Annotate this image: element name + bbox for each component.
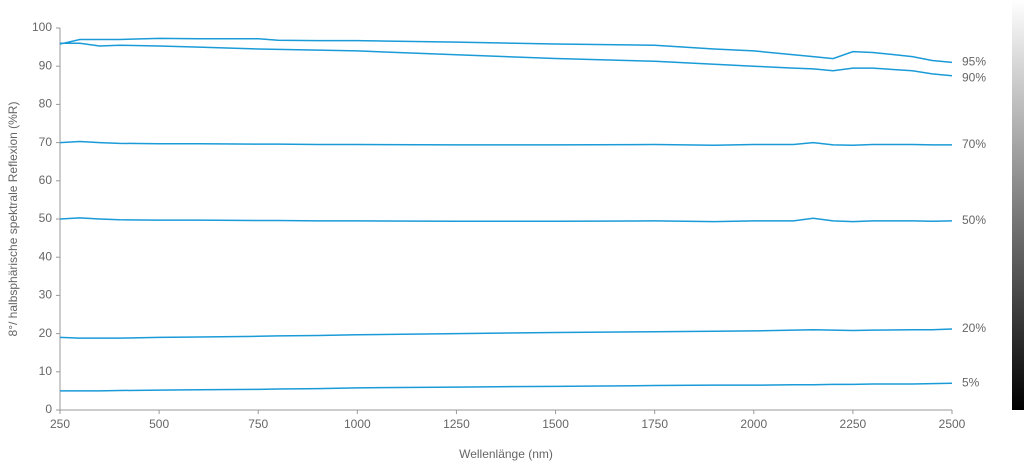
- x-tick-label: 2500: [939, 417, 966, 431]
- x-tick-label: 500: [149, 417, 169, 431]
- y-tick-label: 30: [39, 288, 53, 302]
- y-tick-label: 70: [39, 135, 53, 149]
- series-label: 90%: [962, 71, 986, 85]
- x-tick-label: 250: [50, 417, 70, 431]
- y-tick-label: 50: [39, 211, 53, 225]
- x-tick-label: 1750: [641, 417, 668, 431]
- x-tick-label: 1500: [542, 417, 569, 431]
- series-label: 95%: [962, 55, 986, 69]
- gray-scale-bar: [1012, 0, 1024, 410]
- y-tick-label: 20: [39, 326, 53, 340]
- series-label: 50%: [962, 213, 986, 227]
- series-line: [59, 140, 952, 147]
- series-line: [59, 328, 953, 339]
- x-tick-label: 750: [248, 417, 268, 431]
- series-line: [60, 42, 953, 77]
- series-line: [59, 37, 953, 64]
- y-axis-title: 8°/ halbsphärische spektrale Reflexion (…: [6, 102, 20, 337]
- y-tick-label: 40: [39, 249, 53, 263]
- x-tick-label: 2250: [840, 417, 867, 431]
- x-tick-label: 1250: [443, 417, 470, 431]
- series-label: 70%: [962, 137, 986, 151]
- y-tick-label: 80: [39, 97, 53, 111]
- series-label: 20%: [962, 321, 986, 335]
- x-tick-label: 1000: [344, 417, 371, 431]
- y-tick-label: 60: [39, 173, 53, 187]
- x-tick-label: 2000: [740, 417, 767, 431]
- series-line: [60, 382, 953, 392]
- y-tick-label: 10: [39, 364, 53, 378]
- series-label: 5%: [962, 375, 980, 389]
- y-tick-label: 90: [39, 58, 53, 72]
- y-tick-label: 100: [32, 20, 52, 34]
- series-line: [59, 217, 953, 223]
- y-tick-label: 0: [45, 402, 52, 416]
- x-axis-title: Wellenlänge (nm): [459, 447, 553, 461]
